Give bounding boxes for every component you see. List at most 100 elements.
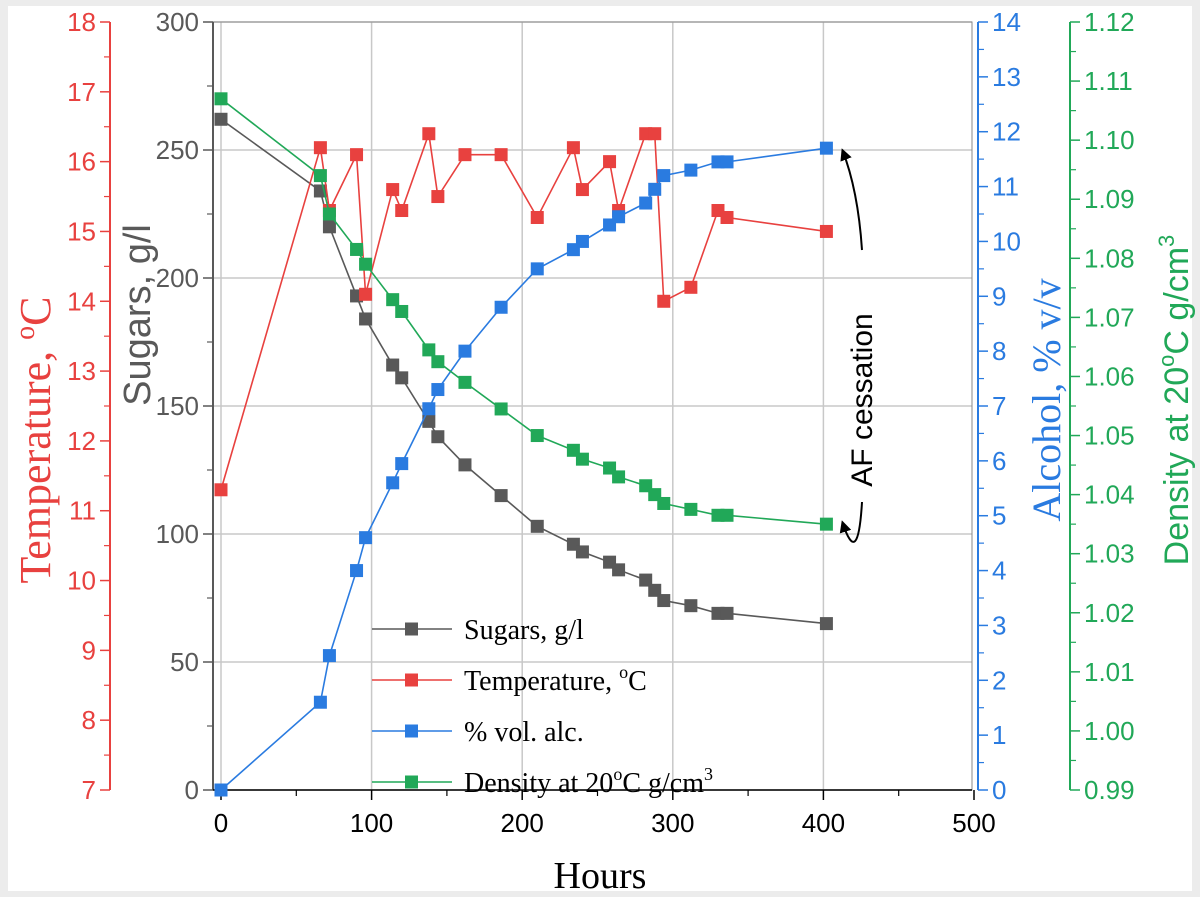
sugars-data-point bbox=[494, 489, 508, 503]
density-data-point bbox=[494, 402, 508, 416]
legend-item: % vol. alc. bbox=[372, 717, 584, 748]
legend-label-tail: C bbox=[628, 666, 647, 697]
alcohol-data-point bbox=[214, 783, 228, 797]
temperature-data-point bbox=[657, 294, 671, 308]
axis-temperature-tick-label: 18 bbox=[67, 7, 96, 37]
alcohol-data-point bbox=[494, 300, 508, 314]
af-cessation-label: AF cessation bbox=[846, 313, 879, 486]
legend-item: Sugars, g/l bbox=[372, 615, 584, 646]
sugars-data-point bbox=[648, 583, 662, 597]
density-data-point bbox=[458, 375, 472, 389]
legend-marker bbox=[405, 775, 418, 789]
axis-temperature-tick-label: 10 bbox=[67, 566, 96, 596]
density-data-point bbox=[575, 452, 589, 466]
arrow-to-alcohol-end bbox=[840, 148, 863, 251]
axis-temperature-tick-label: 8 bbox=[82, 705, 96, 735]
sugars-data-point bbox=[530, 519, 544, 533]
axis-alcohol-tick-label: 2 bbox=[992, 665, 1006, 695]
legend-label: Sugars, g/l bbox=[464, 615, 584, 646]
axis-temperature-tick-label: 13 bbox=[67, 356, 96, 386]
legend-label-main: Density at 20 bbox=[464, 768, 613, 799]
density-axis: 0.99 1.00 1.01 1.02 1.03 1.04 1.05 1.06 1.07 1.08… bbox=[1069, 7, 1135, 805]
density-data-point bbox=[612, 470, 626, 484]
temperature-data-point bbox=[359, 287, 373, 301]
axis-density-tick-label: 1.05 bbox=[1084, 421, 1135, 451]
chart-frame bbox=[8, 6, 1192, 891]
temperature-data-point bbox=[422, 127, 436, 141]
legend-label-sup: o bbox=[613, 764, 622, 784]
sugars-data-point bbox=[431, 430, 445, 444]
alcohol-data-point bbox=[648, 182, 662, 196]
sugars-data-point bbox=[386, 358, 400, 372]
axis-alcohol-tick-label: 6 bbox=[992, 446, 1006, 476]
density-data-point bbox=[422, 343, 436, 357]
axis-temperature-tick-label: 14 bbox=[67, 286, 96, 316]
legend-label-sup: o bbox=[619, 662, 628, 682]
legend-marker bbox=[405, 724, 418, 738]
axis-temperature-tick-label: 7 bbox=[82, 775, 96, 805]
legend-item: Density at 20oC g/cm3 bbox=[372, 764, 713, 799]
legend-item: Temperature, oC bbox=[372, 662, 647, 697]
axis-density-tick-label: 1.10 bbox=[1084, 125, 1135, 155]
density-data-point bbox=[684, 502, 698, 516]
alcohol-data-point bbox=[639, 196, 653, 210]
axis-temperature-tick-label: 9 bbox=[82, 635, 96, 665]
axis-temperature-tick-label: 16 bbox=[67, 147, 96, 177]
axis-density-tick-label: 1.12 bbox=[1084, 7, 1135, 37]
alcohol-data-point bbox=[322, 649, 336, 663]
density-data-point bbox=[530, 429, 544, 443]
sugars-data-point bbox=[657, 594, 671, 608]
axis-density-tick-label: 1.06 bbox=[1084, 361, 1135, 391]
sugars-data-point bbox=[422, 414, 436, 428]
sugars-data-point bbox=[684, 599, 698, 613]
axis-alcohol-tick-label: 12 bbox=[992, 117, 1021, 147]
legend-label-tail: C g/cm bbox=[622, 768, 704, 799]
axis-temperature-tick-label: 11 bbox=[69, 496, 96, 526]
axis-sugars-tick-label: 0 bbox=[185, 775, 199, 805]
axis-density-tick-label: 1.02 bbox=[1084, 598, 1135, 628]
x-tick-label: 500 bbox=[952, 808, 995, 838]
temperature-title-main: Temperature, bbox=[11, 340, 60, 584]
grid-lines bbox=[213, 21, 972, 791]
temperature-data-point bbox=[431, 190, 445, 204]
axis-sugars-tick-label: 50 bbox=[170, 647, 199, 677]
sugars-data-point bbox=[359, 312, 373, 326]
alcohol-data-point bbox=[313, 695, 327, 709]
density-data-point bbox=[720, 508, 734, 522]
alcohol-axis-title: Alcohol, % v/v bbox=[1024, 278, 1069, 521]
legend-label-main: Temperature, bbox=[464, 666, 619, 697]
axis-density-tick-label: 1.04 bbox=[1084, 480, 1135, 510]
alcohol-data-point bbox=[575, 234, 589, 248]
axis-temperature-tick-label: 12 bbox=[67, 426, 96, 456]
density-data-point bbox=[431, 355, 445, 369]
legend-label: Density at 20oC g/cm3 bbox=[464, 764, 713, 799]
legend-marker bbox=[405, 673, 418, 687]
x-tick-label: 300 bbox=[651, 808, 694, 838]
density-series-line bbox=[220, 98, 827, 525]
axis-sugars-tick-label: 150 bbox=[156, 391, 199, 421]
alcohol-data-point bbox=[359, 531, 373, 545]
axis-temperature-tick-label: 15 bbox=[67, 216, 96, 246]
temperature-data-point bbox=[566, 141, 580, 155]
sugars-axis: 0 50 100 150 200 250 300 bbox=[156, 7, 214, 805]
axis-alcohol-tick-label: 3 bbox=[992, 610, 1006, 640]
sugars-data-point bbox=[639, 573, 653, 587]
alcohol-data-point bbox=[819, 141, 833, 155]
axis-alcohol-tick-label: 5 bbox=[992, 501, 1006, 531]
sugars-data-point bbox=[819, 617, 833, 631]
temperature-data-point bbox=[458, 148, 472, 162]
axis-sugars-tick-label: 200 bbox=[156, 263, 199, 293]
legend-label-sup2: 3 bbox=[704, 764, 713, 784]
legend-label: Temperature, oC bbox=[464, 662, 647, 697]
temperature-data-point bbox=[313, 141, 327, 155]
axis-density-tick-label: 1.01 bbox=[1084, 657, 1135, 687]
temperature-axis: 7 8 9 10 11 12 13 14 15 16 17 18 bbox=[67, 7, 111, 805]
temperature-data-point bbox=[350, 148, 364, 162]
axis-density-tick-label: 0.99 bbox=[1084, 775, 1135, 805]
density-axis-title: Density at 20oC g/cm3 bbox=[1154, 235, 1196, 566]
temperature-data-point bbox=[530, 210, 544, 224]
temperature-data-point bbox=[684, 280, 698, 294]
axis-density-tick-label: 1.08 bbox=[1084, 243, 1135, 273]
